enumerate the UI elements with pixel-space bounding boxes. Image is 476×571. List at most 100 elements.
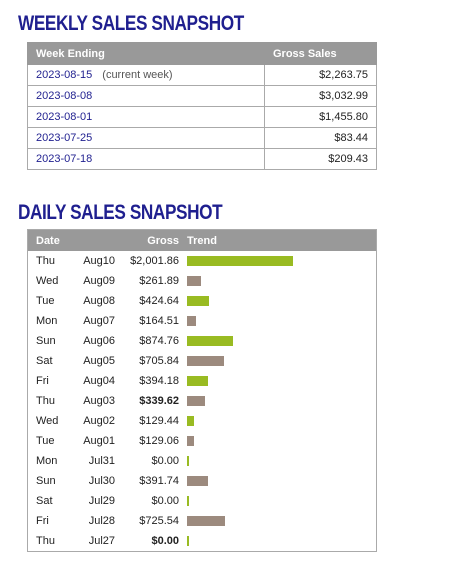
daily-date: Jul31 [88,455,115,467]
daily-day: Tue [36,295,55,307]
date-header-spacer [75,229,115,251]
daily-gross: $129.06 [139,435,179,447]
daily-gross: $705.84 [139,355,179,367]
gross-sales-header: Gross Sales [264,42,377,65]
gross-sales-value: $83.44 [264,127,377,149]
trend-bar [187,436,194,447]
trend-bar [187,256,293,267]
daily-day: Fri [36,375,49,387]
daily-row: Sun Jul30 $391.74 [28,471,377,491]
trend-bar [187,496,189,507]
daily-row: Sat Aug05 $705.84 [28,351,377,371]
daily-row: Wed Aug09 $261.89 [28,271,377,291]
trend-bar [187,296,209,307]
daily-gross: $0.00 [151,495,179,507]
daily-day: Sun [36,475,56,487]
daily-date: Aug01 [83,435,115,447]
daily-gross: $394.18 [139,375,179,387]
daily-day: Thu [36,255,55,267]
daily-row: Thu Aug10 $2,001.86 [28,251,377,271]
daily-row: Mon Jul31 $0.00 [28,451,377,471]
daily-row: Tue Aug01 $129.06 [28,431,377,451]
week-cell: 2023-08-08 [27,85,265,107]
daily-trend [187,371,377,391]
daily-trend [187,311,377,331]
daily-row: Mon Aug07 $164.51 [28,311,377,331]
weekly-header-row: Week Ending Gross Sales [27,42,377,65]
weekly-row: 2023-08-01 $1,455.80 [27,106,377,128]
daily-day: Sat [36,495,53,507]
daily-trend [187,431,377,451]
daily-date: Jul29 [88,495,115,507]
daily-gross: $164.51 [139,315,179,327]
daily-row: Wed Aug02 $129.44 [28,411,377,431]
daily-date: Aug10 [83,255,115,267]
daily-row: Fri Aug04 $394.18 [28,371,377,391]
weekly-row: 2023-08-15 (current week) $2,263.75 [27,64,377,86]
gross-sales-value: $3,032.99 [264,85,377,107]
daily-trend [187,351,377,371]
daily-date: Jul27 [88,535,115,547]
daily-day: Mon [36,315,58,327]
daily-sales-table: Date Gross Trend Thu Aug10 $2,001.86 Wed Aug… [27,229,377,552]
trend-bar [187,416,194,427]
daily-date: Aug04 [83,375,115,387]
daily-day: Tue [36,435,55,447]
weekly-row: 2023-08-08 $3,032.99 [27,85,377,107]
weekly-sales-table: Week Ending Gross Sales 2023-08-15 (curre… [27,42,377,170]
daily-trend [187,291,377,311]
daily-date: Aug03 [83,395,115,407]
week-ending-link[interactable]: 2023-07-18 [36,153,93,165]
gross-header: Gross [115,229,187,251]
daily-gross: $725.54 [139,515,179,527]
trend-bar [187,396,205,407]
trend-bar [187,316,196,327]
week-ending-link[interactable]: 2023-08-15 [36,69,93,81]
gross-sales-value: $2,263.75 [264,64,377,86]
daily-date: Aug06 [83,335,115,347]
trend-bar [187,536,189,547]
daily-row: Sun Aug06 $874.76 [28,331,377,351]
daily-date: Jul28 [88,515,115,527]
daily-row: Sat Jul29 $0.00 [28,491,377,511]
daily-date: Aug02 [83,415,115,427]
week-ending-link[interactable]: 2023-08-08 [36,90,93,102]
daily-gross: $391.74 [139,475,179,487]
gross-sales-value: $1,455.80 [264,106,377,128]
daily-trend [187,511,377,531]
daily-date: Aug09 [83,275,115,287]
trend-bar [187,276,201,287]
daily-gross: $339.62 [139,395,179,407]
daily-row: Thu Aug03 $339.62 [28,391,377,411]
week-ending-header: Week Ending [27,42,265,65]
daily-row: Fri Jul28 $725.54 [28,511,377,531]
daily-row: Thu Jul27 $0.00 [28,531,377,552]
week-cell: 2023-07-18 [27,148,265,170]
daily-header-row: Date Gross Trend [27,229,377,251]
trend-bar [187,356,224,367]
daily-row: Tue Aug08 $424.64 [28,291,377,311]
week-ending-link[interactable]: 2023-08-01 [36,111,93,123]
daily-trend [187,251,377,271]
trend-bar [187,336,233,347]
daily-trend [187,471,377,491]
week-cell: 2023-07-25 [27,127,265,149]
daily-day: Wed [36,415,59,427]
daily-gross: $2,001.86 [130,255,179,267]
daily-day: Fri [36,515,49,527]
week-note: (current week) [102,69,173,81]
daily-sales-title: DAILY SALES SNAPSHOT [18,201,223,224]
weekly-sales-title: WEEKLY SALES SNAPSHOT [18,12,244,35]
daily-date: Aug05 [83,355,115,367]
week-ending-link[interactable]: 2023-07-25 [36,132,93,144]
daily-gross: $874.76 [139,335,179,347]
daily-gross: $0.00 [151,455,179,467]
week-cell: 2023-08-01 [27,106,265,128]
daily-trend [187,331,377,351]
weekly-row: 2023-07-25 $83.44 [27,127,377,149]
gross-sales-value: $209.43 [264,148,377,170]
daily-day: Sun [36,335,56,347]
daily-date: Aug07 [83,315,115,327]
daily-day: Thu [36,535,55,547]
trend-bar [187,476,208,487]
